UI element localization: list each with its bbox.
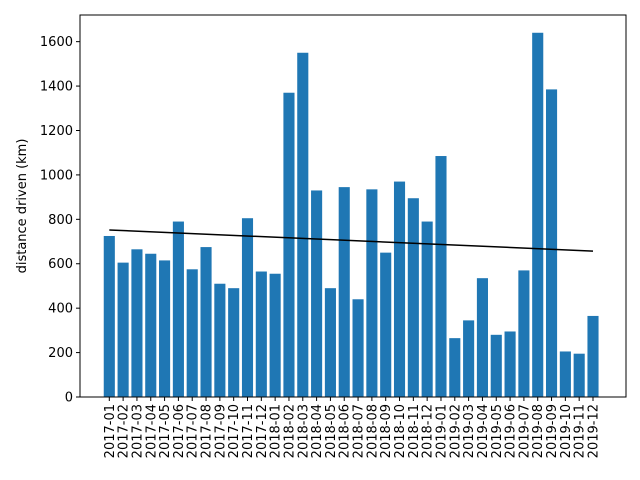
x-tick-label: 2018-01	[269, 404, 284, 458]
y-tick-label: 0	[65, 391, 73, 406]
x-tick-label: 2017-08	[200, 404, 215, 458]
y-tick-label: 1600	[40, 35, 73, 50]
x-tick-label: 2018-08	[365, 404, 380, 458]
y-axis-label: distance driven (km)	[15, 139, 30, 274]
bar-2017-09	[214, 283, 226, 397]
bar-2017-05	[159, 260, 171, 397]
x-tick-label: 2017-07	[186, 404, 201, 458]
x-tick-label: 2017-02	[117, 404, 132, 458]
x-tick-label: 2017-10	[227, 404, 242, 458]
bar-2017-02	[117, 262, 129, 397]
y-tick-label: 600	[48, 257, 73, 272]
x-tick-label: 2017-06	[172, 404, 187, 458]
x-tick-label: 2018-02	[282, 404, 297, 458]
bar-2017-07	[186, 269, 198, 397]
bar-2018-06	[338, 187, 350, 397]
bar-2019-11	[573, 353, 585, 397]
x-tick-label: 2019-08	[531, 404, 546, 458]
y-axis: 0 200 400 600 800 1000 1200 1400 1600	[40, 35, 80, 406]
bar-2018-07	[352, 299, 364, 397]
x-tick-label: 2018-03	[296, 404, 311, 458]
x-tick-label: 2018-11	[407, 404, 422, 458]
x-tick-label: 2018-05	[324, 404, 339, 458]
bar-2018-09	[380, 252, 392, 397]
bar-2019-01	[435, 156, 447, 397]
y-tick-label: 800	[48, 213, 73, 228]
y-tick-label: 400	[48, 302, 73, 317]
bar-2017-11	[241, 218, 254, 397]
trend-line-group	[109, 229, 594, 252]
x-tick-label: 2019-04	[476, 404, 491, 458]
bar-2019-02	[449, 338, 461, 397]
bar-2017-06	[172, 221, 184, 397]
plot-frame	[79, 14, 627, 398]
bar-2019-05	[490, 334, 502, 397]
x-tick-label: 2018-06	[338, 404, 353, 458]
bar-2019-06	[504, 331, 516, 397]
bar-2018-10	[393, 181, 406, 397]
x-tick-label: 2018-07	[352, 404, 367, 458]
bars-group	[103, 32, 599, 398]
bar-2019-08	[532, 32, 544, 397]
bar-2019-09	[545, 89, 558, 398]
x-tick-label: 2017-11	[241, 404, 256, 458]
x-tick-label: 2018-09	[379, 404, 394, 458]
x-tick-label: 2019-03	[462, 404, 477, 458]
bar-2018-02	[283, 92, 295, 398]
y-tick-label: 1200	[40, 124, 73, 139]
bar-2017-08	[200, 247, 212, 397]
bar-2019-04	[476, 278, 488, 397]
bar-2017-03	[131, 249, 143, 397]
y-tick-label: 200	[48, 346, 73, 361]
x-tick-label: 2017-03	[130, 404, 145, 458]
bar-2018-03	[297, 52, 309, 398]
bar-2018-08	[366, 189, 378, 397]
x-tick-label: 2017-04	[144, 404, 159, 458]
bar-2018-05	[324, 288, 336, 397]
bar-2018-01	[269, 273, 281, 397]
x-tick-label: 2018-10	[393, 404, 408, 458]
x-axis: 2017-012017-022017-032017-042017-052017-…	[103, 397, 602, 458]
x-tick-label: 2017-09	[213, 404, 228, 458]
bar-2018-04	[311, 190, 323, 397]
x-tick-label: 2019-06	[504, 404, 519, 458]
x-tick-label: 2018-12	[421, 404, 436, 458]
y-tick-label: 1000	[40, 168, 73, 183]
x-tick-label: 2018-04	[310, 404, 325, 458]
bar-2018-12	[421, 221, 433, 397]
trend-line	[109, 229, 594, 252]
x-tick-label: 2019-11	[573, 404, 588, 458]
x-tick-label: 2019-07	[517, 404, 532, 458]
bar-2017-10	[228, 288, 240, 397]
x-tick-label: 2017-12	[255, 404, 270, 458]
bar-2019-12	[587, 315, 599, 397]
bar-2019-07	[518, 270, 530, 397]
x-tick-label: 2019-05	[490, 404, 505, 458]
x-tick-label: 2019-12	[587, 404, 602, 458]
x-tick-label: 2019-01	[434, 404, 449, 458]
x-tick-label: 2017-01	[103, 404, 118, 458]
x-tick-label: 2019-10	[559, 404, 574, 458]
bar-2017-01	[103, 235, 115, 397]
x-tick-label: 2019-09	[545, 404, 560, 458]
bar-2018-11	[407, 198, 419, 397]
bar-2019-10	[559, 351, 571, 397]
x-tick-label: 2017-05	[158, 404, 173, 458]
x-tick-label: 2019-02	[448, 404, 463, 458]
bar-2017-12	[255, 271, 267, 397]
bar-2019-03	[463, 320, 475, 397]
bar-2017-04	[145, 253, 157, 397]
y-tick-label: 1400	[40, 80, 73, 95]
